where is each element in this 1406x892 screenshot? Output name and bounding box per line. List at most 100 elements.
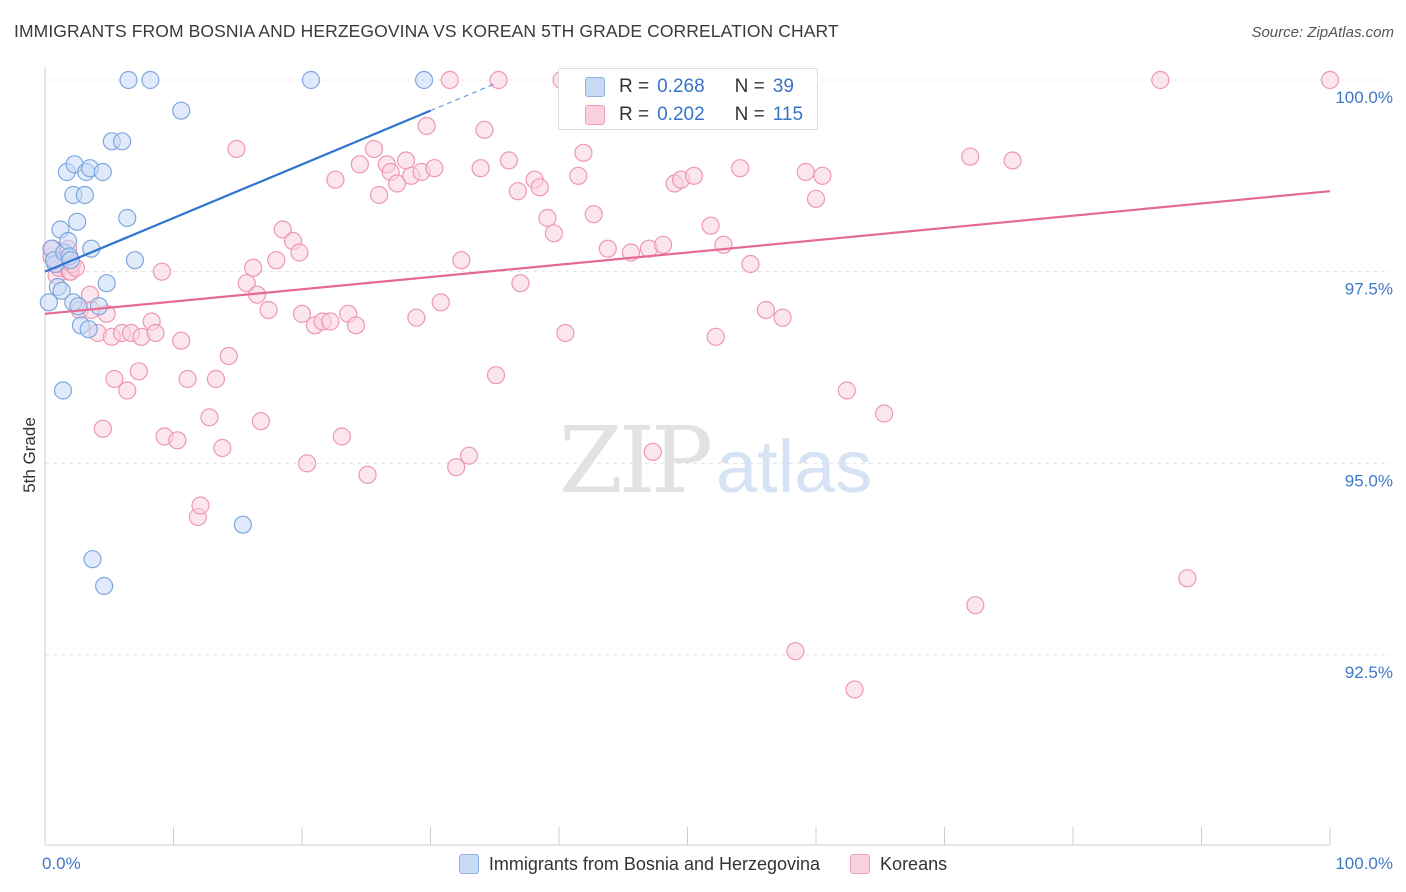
watermark-atlas: atlas [716, 425, 872, 508]
korean-point [358, 465, 377, 484]
bosnia-point [93, 162, 112, 182]
korean-point [1320, 70, 1340, 90]
korean-point [326, 170, 345, 189]
korean-point [756, 300, 775, 320]
stats-row-pink: R = 0.202 N = 115 [559, 101, 803, 129]
korean-point [796, 162, 815, 182]
bosnia-points [39, 70, 434, 596]
korean-point [684, 166, 704, 185]
bosnia-point [59, 231, 78, 251]
korean-point [206, 369, 226, 389]
korean-point [653, 235, 673, 254]
korean-point [701, 216, 720, 235]
korean-point [598, 239, 617, 258]
korean-point [556, 323, 575, 343]
korean-point [440, 70, 459, 90]
trend-lines [44, 83, 1331, 315]
stats-swatch-blue [585, 77, 605, 97]
korean-point [499, 151, 518, 170]
korean-point [706, 327, 725, 346]
korean-point [731, 159, 750, 178]
korean-point [200, 408, 219, 427]
korean-point [459, 446, 479, 465]
korean-point [966, 596, 985, 615]
bosnia-point [95, 576, 114, 596]
korean-point [396, 151, 416, 170]
korean-point [370, 185, 389, 205]
pink-n-value: 115 [772, 104, 804, 125]
korean-point [213, 438, 232, 458]
chart-title: IMMIGRANTS FROM BOSNIA AND HERZEGOVINA V… [14, 21, 839, 41]
korean-point [544, 224, 563, 243]
bosnia-trend-extension [430, 83, 495, 112]
bosnia-point [119, 70, 138, 90]
bosnia-point [53, 381, 73, 400]
korean-point [251, 412, 270, 431]
y-tick-label: 97.5% [1345, 280, 1393, 299]
stats-row-blue: R = 0.268 N = 39 [559, 73, 794, 101]
bosnia-point [301, 70, 321, 90]
bosnia-point [52, 281, 71, 300]
bosnia-point [39, 293, 58, 312]
korean-point [105, 369, 124, 389]
korean-point [118, 381, 137, 400]
bottom-legend: Immigrants from Bosnia and Herzegovina K… [0, 852, 1406, 876]
korean-point [321, 312, 340, 331]
korean-point [168, 431, 187, 450]
korean-point [172, 331, 191, 350]
bosnia-point [89, 297, 109, 316]
korean-point [471, 159, 490, 178]
korean-point [425, 159, 444, 178]
r-label: R = [619, 76, 650, 97]
korean-point [417, 116, 436, 136]
blue-r-value: 0.268 [657, 76, 705, 97]
korean-point [845, 680, 864, 699]
korean-point [813, 166, 832, 185]
bosnia-point [172, 101, 191, 120]
korean-point [447, 458, 466, 477]
korean-point [574, 143, 593, 162]
bosnia-point [112, 132, 132, 151]
n-label: N = [734, 76, 765, 97]
blue-n-value: 39 [772, 76, 794, 97]
korean-point [93, 419, 112, 438]
bosnia-point [83, 550, 102, 569]
korean-point [332, 427, 351, 446]
y-tick-label: 92.5% [1345, 663, 1393, 682]
legend-swatch-pink [850, 854, 871, 874]
legend-label-bosnia: Immigrants from Bosnia and Herzegovina [488, 853, 821, 874]
korean-point [350, 155, 369, 174]
korean-point [290, 243, 309, 262]
korean-point [146, 323, 165, 343]
axis-layer [44, 67, 1331, 846]
korean-point [152, 262, 172, 281]
korean-point [431, 293, 450, 312]
korean-point [508, 182, 527, 201]
n-label: N = [734, 104, 765, 125]
korean-point [530, 178, 549, 197]
legend-item-koreans[interactable]: Koreans [850, 854, 947, 875]
bosnia-point [68, 212, 87, 231]
korean-point [273, 220, 292, 239]
korean-point [364, 139, 384, 159]
korean-point [452, 251, 471, 270]
korean-point [714, 235, 733, 254]
korean-point [1178, 569, 1197, 588]
korean-point [178, 369, 197, 389]
bosnia-point [118, 208, 137, 228]
x-tick-label-min: 0.0% [42, 854, 81, 873]
korean-point [806, 189, 826, 208]
legend-label-koreans: Koreans [880, 853, 948, 874]
bosnia-point [414, 70, 434, 90]
legend-item-bosnia[interactable]: Immigrants from Bosnia and Herzegovina [458, 853, 821, 875]
bosnia-trend-line [44, 109, 431, 273]
korean-point [489, 70, 508, 90]
bosnia-point [141, 70, 160, 90]
korean-trend-line [44, 190, 1331, 315]
bosnia-point [233, 515, 252, 534]
source-credit: Source: ZipAtlas.com [1251, 24, 1394, 41]
korean-point [191, 496, 210, 515]
korean-points [42, 70, 1340, 699]
y-tick-label: 95.0% [1345, 471, 1393, 490]
